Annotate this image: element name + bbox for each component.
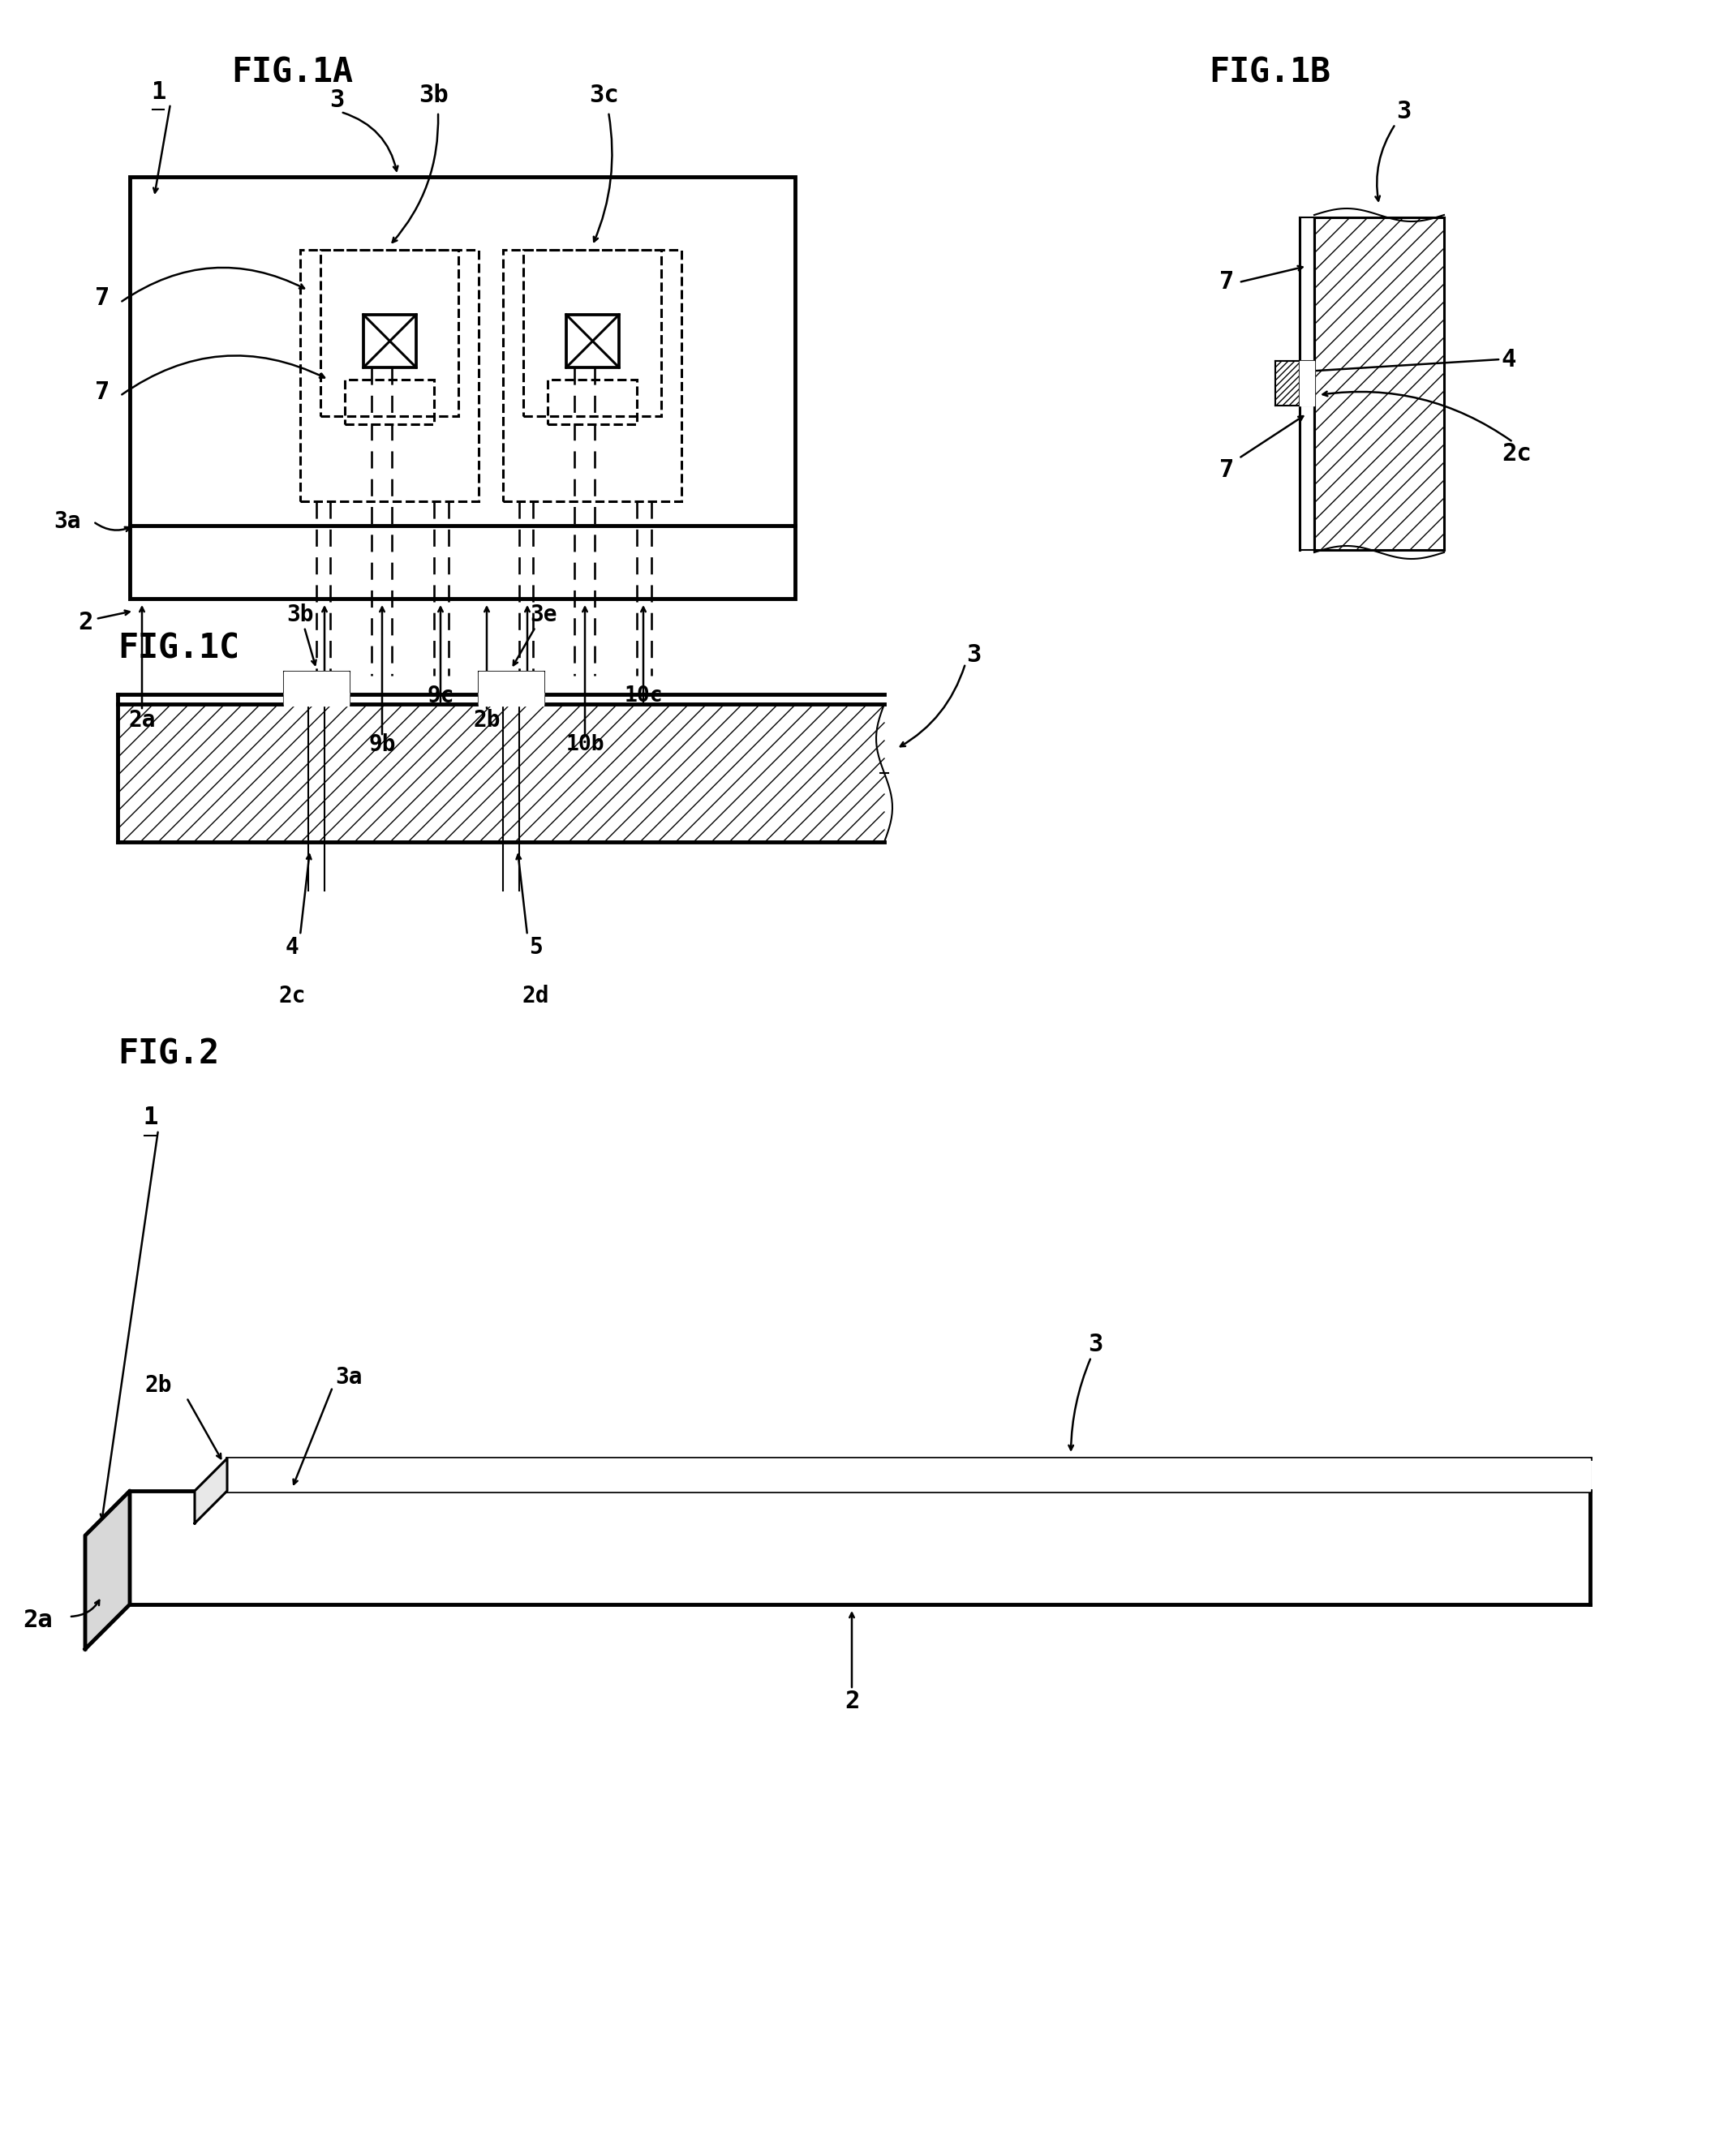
Text: 4: 4 — [1502, 347, 1516, 371]
Text: 3: 3 — [1396, 99, 1411, 123]
Text: 2: 2 — [79, 610, 93, 634]
Text: FIG.1A: FIG.1A — [232, 56, 353, 88]
Bar — [364, 315, 417, 367]
Text: 2b: 2b — [144, 1373, 172, 1397]
Text: 2c: 2c — [278, 985, 305, 1007]
Text: 3: 3 — [1087, 1332, 1103, 1356]
Polygon shape — [196, 1457, 226, 1524]
Bar — [1276, 360, 1300, 405]
Text: 9a: 9a — [310, 686, 338, 707]
Bar — [523, 250, 662, 416]
Text: 10a: 10a — [508, 686, 547, 707]
Polygon shape — [1276, 360, 1300, 405]
Text: 2b: 2b — [473, 709, 501, 731]
Polygon shape — [130, 1490, 1590, 1604]
Text: 1: 1 — [151, 80, 166, 103]
Text: 1: 1 — [142, 1106, 158, 1130]
Polygon shape — [285, 673, 348, 705]
Polygon shape — [118, 705, 885, 843]
Bar — [345, 379, 434, 425]
Text: 3b: 3b — [418, 84, 449, 108]
Bar — [566, 315, 619, 367]
Text: FIG.1B: FIG.1B — [1209, 56, 1331, 88]
Polygon shape — [285, 673, 348, 705]
Bar — [130, 177, 796, 599]
Bar — [1300, 218, 1314, 550]
Text: 9b: 9b — [369, 733, 396, 757]
Text: 3a: 3a — [334, 1367, 362, 1388]
Polygon shape — [226, 1457, 1590, 1490]
Text: 2: 2 — [844, 1690, 859, 1714]
Polygon shape — [1300, 360, 1314, 405]
Text: 9c: 9c — [427, 686, 454, 707]
Text: 7: 7 — [94, 287, 110, 310]
Text: 4: 4 — [285, 936, 298, 959]
Text: 3: 3 — [329, 88, 345, 112]
Text: 1: 1 — [142, 1106, 158, 1130]
Text: 10b: 10b — [566, 733, 604, 755]
Text: 2d: 2d — [521, 985, 549, 1007]
Text: 3: 3 — [966, 645, 981, 666]
Polygon shape — [478, 673, 544, 705]
Polygon shape — [285, 692, 348, 705]
Bar — [547, 379, 636, 425]
Text: FIG.1C: FIG.1C — [118, 632, 240, 666]
Text: FIG.2: FIG.2 — [118, 1037, 220, 1072]
Polygon shape — [1314, 218, 1444, 550]
Bar — [321, 250, 458, 416]
Text: 7: 7 — [1219, 459, 1235, 483]
Text: 10c: 10c — [624, 686, 662, 707]
Polygon shape — [86, 1490, 130, 1649]
Text: 7: 7 — [1219, 270, 1235, 293]
Polygon shape — [478, 692, 544, 705]
Text: 3a: 3a — [53, 511, 81, 533]
Text: 2a: 2a — [22, 1608, 53, 1632]
Bar — [300, 250, 478, 502]
Text: 3c: 3c — [590, 84, 619, 108]
Bar — [502, 250, 681, 502]
Text: 5: 5 — [528, 936, 542, 959]
Text: 3e: 3e — [530, 604, 557, 625]
Text: 3b: 3b — [286, 604, 314, 625]
Polygon shape — [478, 673, 544, 705]
Text: 2c: 2c — [1502, 442, 1531, 466]
Text: 7: 7 — [94, 379, 110, 403]
Text: 2a: 2a — [129, 709, 156, 731]
